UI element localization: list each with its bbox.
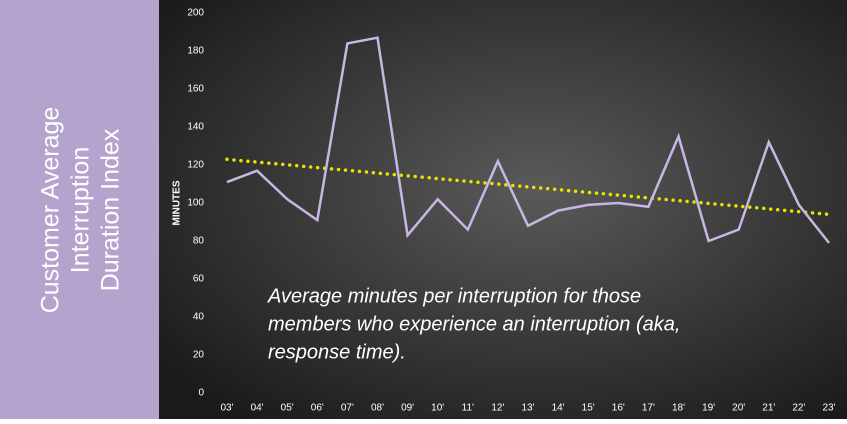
x-tick-label: 14' xyxy=(552,403,565,414)
panel-title-line: Customer Average xyxy=(37,107,65,314)
trendline xyxy=(225,157,831,217)
y-tick-label: 40 xyxy=(193,312,205,323)
x-tick-label: 22' xyxy=(792,403,805,414)
panel-title: Customer Average Interruption Duration I… xyxy=(37,107,125,314)
y-tick-label: 80 xyxy=(193,236,205,247)
x-tick-label: 15' xyxy=(582,403,595,414)
x-tick-label: 10' xyxy=(431,403,444,414)
x-tick-label: 12' xyxy=(491,403,504,414)
annotation-line: response time). xyxy=(268,341,406,363)
x-tick-label: 23' xyxy=(822,403,835,414)
x-tick-label: 07' xyxy=(341,403,354,414)
y-tick-label: 200 xyxy=(187,8,204,19)
y-tick-label: 0 xyxy=(198,388,204,399)
y-tick-label: 120 xyxy=(187,160,204,171)
x-tick-label: 21' xyxy=(762,403,775,414)
y-tick-label: 140 xyxy=(187,122,204,133)
x-tick-label: 17' xyxy=(642,403,655,414)
y-axis-label: MINUTES xyxy=(172,180,183,225)
x-tick-label: 16' xyxy=(612,403,625,414)
x-tick-label: 06' xyxy=(311,403,324,414)
annotation-line: Average minutes per interruption for tho… xyxy=(267,285,641,307)
x-tick-label: 18' xyxy=(672,403,685,414)
x-tick-label: 08' xyxy=(371,403,384,414)
annotation: Average minutes per interruption for tho… xyxy=(267,285,680,363)
panel-title-line: Interruption xyxy=(67,147,95,273)
x-tick-label: 03' xyxy=(220,403,233,414)
panel-title-line: Duration Index xyxy=(97,128,125,291)
y-tick-label: 180 xyxy=(187,46,204,57)
x-tick-label: 05' xyxy=(281,403,294,414)
data-line xyxy=(226,36,830,244)
chart-background xyxy=(159,0,847,419)
annotation-line: members who experience an interruption (… xyxy=(268,313,680,335)
side-panel xyxy=(0,0,159,419)
y-tick-label: 20 xyxy=(193,350,205,361)
x-tick-label: 19' xyxy=(702,403,715,414)
x-tick-label: 04' xyxy=(251,403,264,414)
y-tick-label: 100 xyxy=(187,198,204,209)
x-tick-label: 11' xyxy=(462,403,474,414)
x-tick-label: 09' xyxy=(401,403,414,414)
y-tick-label: 60 xyxy=(193,274,205,285)
x-tick-label: 20' xyxy=(732,403,745,414)
y-tick-label: 160 xyxy=(187,84,204,95)
x-tick-label: 13' xyxy=(521,403,534,414)
